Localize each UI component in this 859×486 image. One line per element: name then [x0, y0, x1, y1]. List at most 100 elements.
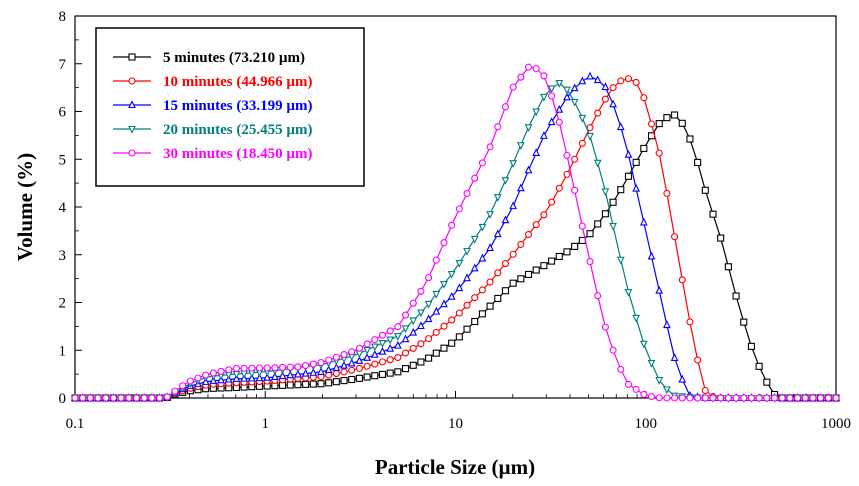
data-point — [701, 394, 709, 402]
data-point — [317, 380, 325, 388]
data-point — [563, 170, 571, 178]
data-point — [555, 80, 564, 88]
data-point — [386, 369, 394, 377]
y-tick-label: 8 — [59, 9, 67, 25]
data-point — [348, 348, 356, 356]
data-point — [632, 183, 641, 192]
data-point — [601, 188, 610, 197]
data-point — [617, 186, 625, 194]
data-point — [232, 364, 240, 372]
data-point — [325, 379, 333, 387]
data-point — [432, 306, 441, 315]
data-point — [332, 353, 340, 361]
data-point — [747, 342, 755, 350]
data-point — [494, 269, 502, 277]
data-point — [125, 394, 133, 402]
data-point — [71, 394, 79, 402]
data-point — [486, 278, 494, 286]
legend: 5 minutes (73.210 µm) 10 minutes (44.966 … — [95, 27, 365, 187]
data-point — [471, 174, 479, 182]
data-point — [647, 120, 656, 128]
data-point — [363, 353, 371, 361]
data-point — [401, 311, 410, 319]
data-point — [355, 344, 363, 352]
data-point — [632, 158, 640, 166]
data-point — [340, 368, 348, 376]
data-point — [632, 78, 640, 86]
data-point — [386, 327, 394, 335]
data-point — [432, 328, 440, 336]
data-point — [340, 377, 348, 385]
data-point — [786, 394, 794, 402]
legend-label: 30 minutes (18.450 µm) — [163, 146, 312, 162]
data-point — [532, 221, 540, 229]
data-point — [417, 340, 425, 348]
data-point — [486, 211, 494, 219]
data-point — [501, 287, 510, 295]
x-tick-label: 1 — [262, 416, 270, 432]
data-point — [717, 394, 725, 402]
data-point — [601, 82, 610, 91]
legend-marker — [128, 77, 136, 85]
data-point — [655, 149, 663, 157]
data-point — [632, 385, 640, 393]
legend-label: 15 minutes (33.199 µm) — [163, 98, 312, 114]
y-tick-label: 4 — [59, 200, 67, 216]
data-point — [263, 373, 272, 381]
data-point — [263, 364, 271, 372]
data-point — [509, 279, 517, 287]
data-point — [401, 349, 410, 357]
data-point — [594, 109, 602, 117]
data-point — [394, 353, 402, 362]
data-point — [171, 387, 179, 395]
data-point — [286, 370, 295, 379]
data-point — [302, 362, 310, 370]
data-point — [378, 340, 387, 348]
data-point — [386, 356, 394, 364]
data-point — [271, 364, 279, 372]
data-point — [278, 371, 287, 380]
data-point — [478, 159, 486, 167]
data-point — [409, 344, 417, 352]
data-point — [555, 104, 564, 113]
data-point — [617, 365, 625, 374]
data-point — [432, 349, 440, 357]
data-point — [824, 394, 832, 402]
data-point — [371, 360, 379, 368]
data-point — [732, 394, 740, 402]
data-point — [740, 318, 748, 326]
data-point — [640, 390, 648, 398]
series-line — [75, 66, 836, 399]
data-point — [717, 234, 725, 242]
data-point — [663, 189, 671, 197]
data-point — [509, 201, 518, 210]
data-point — [440, 299, 448, 308]
data-point — [463, 273, 471, 282]
data-point — [370, 343, 379, 352]
data-point — [540, 131, 548, 139]
data-point — [532, 64, 540, 73]
data-point — [363, 373, 371, 381]
data-point — [371, 372, 379, 380]
data-point — [578, 222, 586, 230]
data-point — [601, 323, 609, 331]
data-point — [578, 139, 586, 147]
data-point — [317, 358, 325, 367]
y-axis-title: Volume (%) — [13, 153, 37, 261]
data-point — [417, 287, 425, 295]
data-point — [302, 380, 310, 388]
data-point — [455, 259, 464, 268]
legend-item: 10 minutes (44.966 µm) — [113, 74, 312, 90]
data-point — [570, 98, 579, 107]
data-point — [463, 301, 471, 309]
data-point — [601, 95, 609, 103]
data-point — [478, 223, 487, 232]
data-point — [148, 394, 156, 402]
legend-marker — [128, 125, 136, 134]
data-point — [540, 93, 548, 102]
data-point — [632, 314, 641, 323]
data-point — [447, 291, 456, 300]
data-point — [532, 108, 541, 117]
data-point — [393, 333, 402, 341]
data-point — [448, 339, 456, 347]
